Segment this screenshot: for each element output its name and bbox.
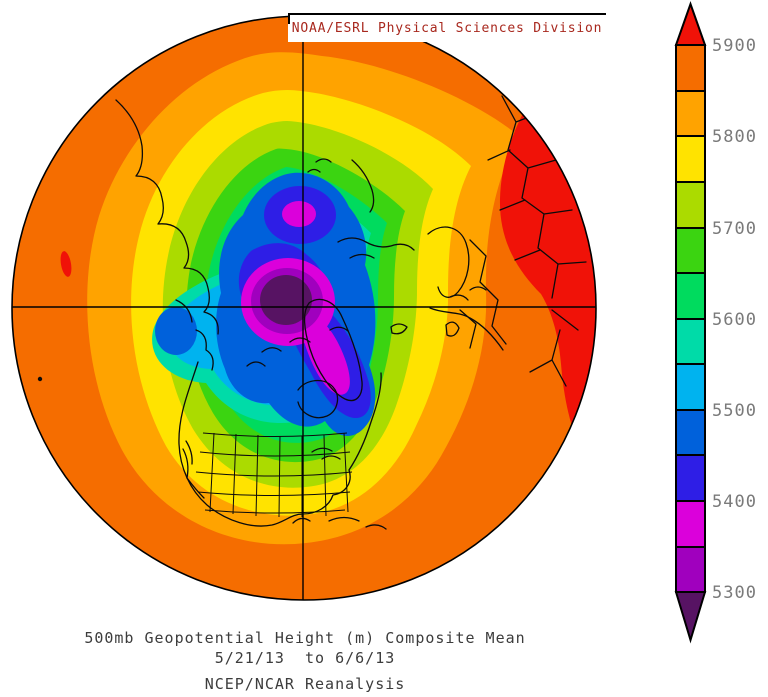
main-low-core-below-5300 — [260, 275, 312, 325]
europe-ridge-above-5900 — [499, 68, 596, 441]
colorbar-tick-5900: 5900 — [712, 36, 757, 56]
colorbar-seg-2 — [675, 135, 706, 183]
colorbar-tick-5700: 5700 — [712, 219, 757, 239]
colorbar-arrow-bottom — [674, 591, 707, 644]
state-grid-horizontals — [195, 432, 353, 514]
caption-variable: 500mb Geopotential Height (m) Composite … — [84, 629, 526, 647]
colorbar-seg-3 — [675, 181, 706, 229]
europe-borders-central — [459, 239, 507, 349]
bering-coastline — [175, 299, 214, 371]
caption-date-range: 5/21/13 to 6/6/13 — [214, 649, 396, 667]
colorbar-tick-5800: 5800 — [712, 127, 757, 147]
caribbean-coastline — [292, 516, 387, 530]
secondary-low-core-5350-5400 — [282, 201, 316, 227]
coastlines — [115, 95, 587, 530]
colorbar-tick-5600: 5600 — [712, 310, 757, 330]
hudson-bay-coastline — [297, 379, 339, 419]
greenland-coastline — [303, 298, 363, 402]
iceland-coastline — [390, 323, 408, 335]
caption-dataset: NCEP/NCAR Reanalysis — [204, 675, 406, 693]
colorbar-seg-11 — [675, 546, 706, 593]
british-isles-coastline — [445, 321, 460, 337]
title-box: NOAA/ESRL Physical Sciences Division — [288, 13, 606, 42]
colorbar-seg-7 — [675, 363, 706, 411]
colorbar-seg-5 — [675, 272, 706, 320]
colorbar-seg-6 — [675, 318, 706, 365]
colorbar-tick-5300: 5300 — [712, 583, 757, 603]
colorbar-seg-0 — [675, 44, 706, 92]
colorbar-seg-9 — [675, 454, 706, 502]
colorbar-arrow-top — [674, 1, 707, 46]
colorbar-tick-5400: 5400 — [712, 492, 757, 512]
colorbar-seg-1 — [675, 90, 706, 137]
scandinavia-coastline — [427, 226, 470, 301]
small-island-dot — [37, 376, 43, 382]
north-america-coastline — [178, 361, 382, 527]
svalbard-coastline — [307, 158, 332, 173]
page-title: NOAA/ESRL Physical Sciences Division — [291, 21, 603, 36]
colorbar-tick-5500: 5500 — [712, 401, 757, 421]
baja-coastline — [182, 440, 205, 499]
asia-coastline — [115, 99, 219, 335]
great-lakes — [311, 447, 341, 460]
left-ridge-above-5900 — [60, 251, 72, 277]
colorbar: 5900 5800 5700 5600 5500 5400 5300 — [674, 1, 757, 644]
arctic-islands — [246, 326, 349, 367]
colorbar-seg-10 — [675, 500, 706, 548]
us-state-grid — [195, 432, 353, 518]
colorbar-seg-8 — [675, 409, 706, 456]
map-contours — [12, 16, 596, 600]
pacific-closed-low-5450-5500 — [155, 307, 197, 355]
greenland-trough-5350-5400 — [301, 317, 350, 395]
siberia-coastline — [337, 237, 415, 259]
novaya-zemlya-coastline — [351, 159, 375, 213]
colorbar-seg-4 — [675, 227, 706, 274]
